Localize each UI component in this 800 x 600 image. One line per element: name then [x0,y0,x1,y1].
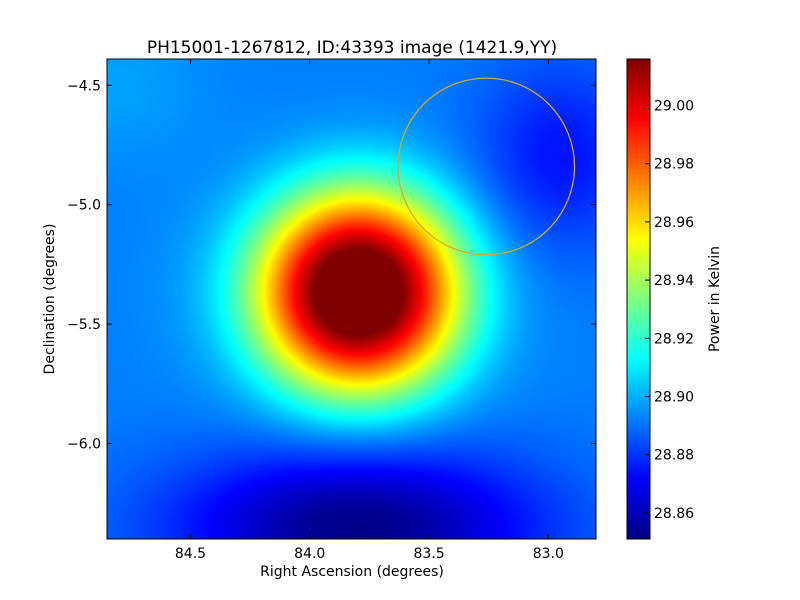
x-tick-label: 84.5 [175,546,206,562]
x-tick-label: 83.0 [533,546,564,562]
colorbar-label: Power in Kelvin [707,246,723,352]
colorbar-tick-label: 28.94 [654,273,694,289]
y-tick-label: −5.5 [67,317,101,333]
colorbar-tick-label: 28.98 [654,157,694,173]
annotation-circle [397,77,576,256]
heatmap-image [107,59,596,539]
heatmap-plot [107,59,596,539]
colorbar-frame [626,58,651,540]
y-axis-ticks: −4.5 −5.0 −5.5 −6.0 [67,78,596,452]
colorbar-tick-label: 28.86 [654,506,694,522]
y-tick-label: −4.5 [67,78,101,94]
y-tick-label: −6.0 [67,436,101,452]
x-tick-label: 83.5 [413,546,444,562]
colorbar-tick-label: 28.92 [654,331,694,347]
y-axis-label: Declination (degrees) [42,224,58,375]
colorbar-tick-label: 28.96 [654,215,694,231]
colorbar-gradient [627,59,650,539]
x-axis-ticks: 84.5 84.0 83.5 83.0 [175,59,564,562]
x-axis-label: Right Ascension (degrees) [260,564,444,580]
y-tick-label: −5.0 [67,198,101,214]
annotation-layer [397,77,576,256]
colorbar-tick-label: 28.88 [654,448,694,464]
colorbar-tick-label: 29.00 [654,99,694,115]
colorbar-ticks: 28.86 28.88 28.90 28.92 28.94 28.96 28.98 29.00 [645,99,694,522]
plot-frame [106,58,597,540]
colorbar-tick-label: 28.90 [654,389,694,405]
x-tick-label: 84.0 [294,546,325,562]
chart-title: PH15001-1267812, ID:43393 image (1421.9,… [147,38,557,58]
